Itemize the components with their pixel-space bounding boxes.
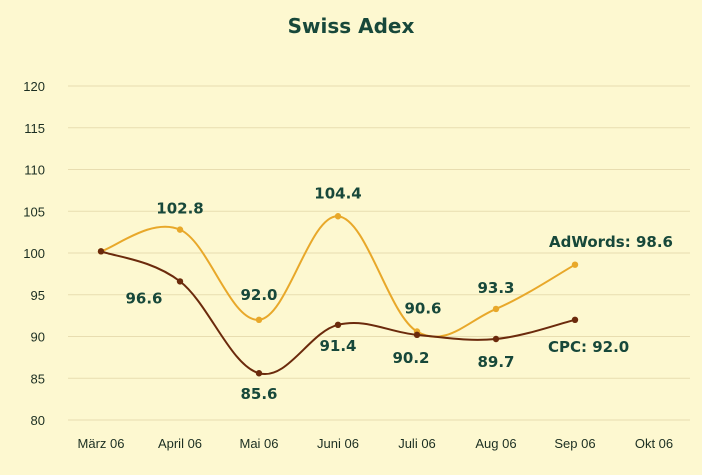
y-axis: 80 85 90 95 100 105 110 115 120 [23,79,45,428]
x-axis: März 06 April 06 Mai 06 Juni 06 Juli 06 Aug 0… [78,436,674,451]
data-labels: 102.8 92.0 104.4 90.6 93.3 AdWords: 98.6 96.6 8… [125,184,672,403]
y-tick-label: 105 [23,204,45,219]
data-point [97,248,105,255]
x-tick-label: Aug 06 [475,436,516,451]
data-point [176,226,184,233]
data-point [334,321,342,329]
series-end-label: CPC: 92.0 [548,338,629,356]
data-label: 102.8 [156,200,203,218]
x-tick-label: Juli 06 [398,436,436,451]
data-point [492,335,500,343]
x-tick-label: Juni 06 [317,436,359,451]
y-tick-label: 115 [24,121,45,136]
grid [68,85,690,421]
data-label: 104.4 [314,184,361,202]
x-tick-label: April 06 [158,436,202,451]
y-tick-label: 80 [31,413,45,428]
data-point [176,278,184,285]
y-tick-label: 120 [23,79,45,94]
series-layer [97,213,579,377]
y-tick-label: 95 [31,288,45,303]
data-point [255,370,263,377]
data-label: 85.6 [240,385,277,403]
data-point [255,316,263,323]
data-point [334,213,342,220]
data-label: 91.4 [319,337,356,355]
data-label: 96.6 [125,289,162,307]
x-tick-label: Okt 06 [635,436,673,451]
chart-title: Swiss Adex [288,14,415,38]
data-label: 89.7 [477,353,514,371]
x-tick-label: Sep 06 [554,436,595,451]
data-label: 93.3 [477,279,514,297]
y-tick-label: 110 [24,163,45,178]
data-label: 92.0 [240,286,277,304]
data-label: 90.6 [404,299,441,317]
x-tick-label: März 06 [78,436,125,451]
y-tick-label: 85 [31,371,45,386]
data-point [492,305,500,313]
data-point [413,331,421,339]
y-tick-label: 90 [31,330,45,345]
data-point [571,316,579,323]
y-tick-label: 100 [23,246,45,261]
x-tick-label: Mai 06 [239,436,278,451]
series-end-label: AdWords: 98.6 [549,233,673,251]
data-label: 90.2 [392,349,429,367]
data-point [571,261,579,268]
